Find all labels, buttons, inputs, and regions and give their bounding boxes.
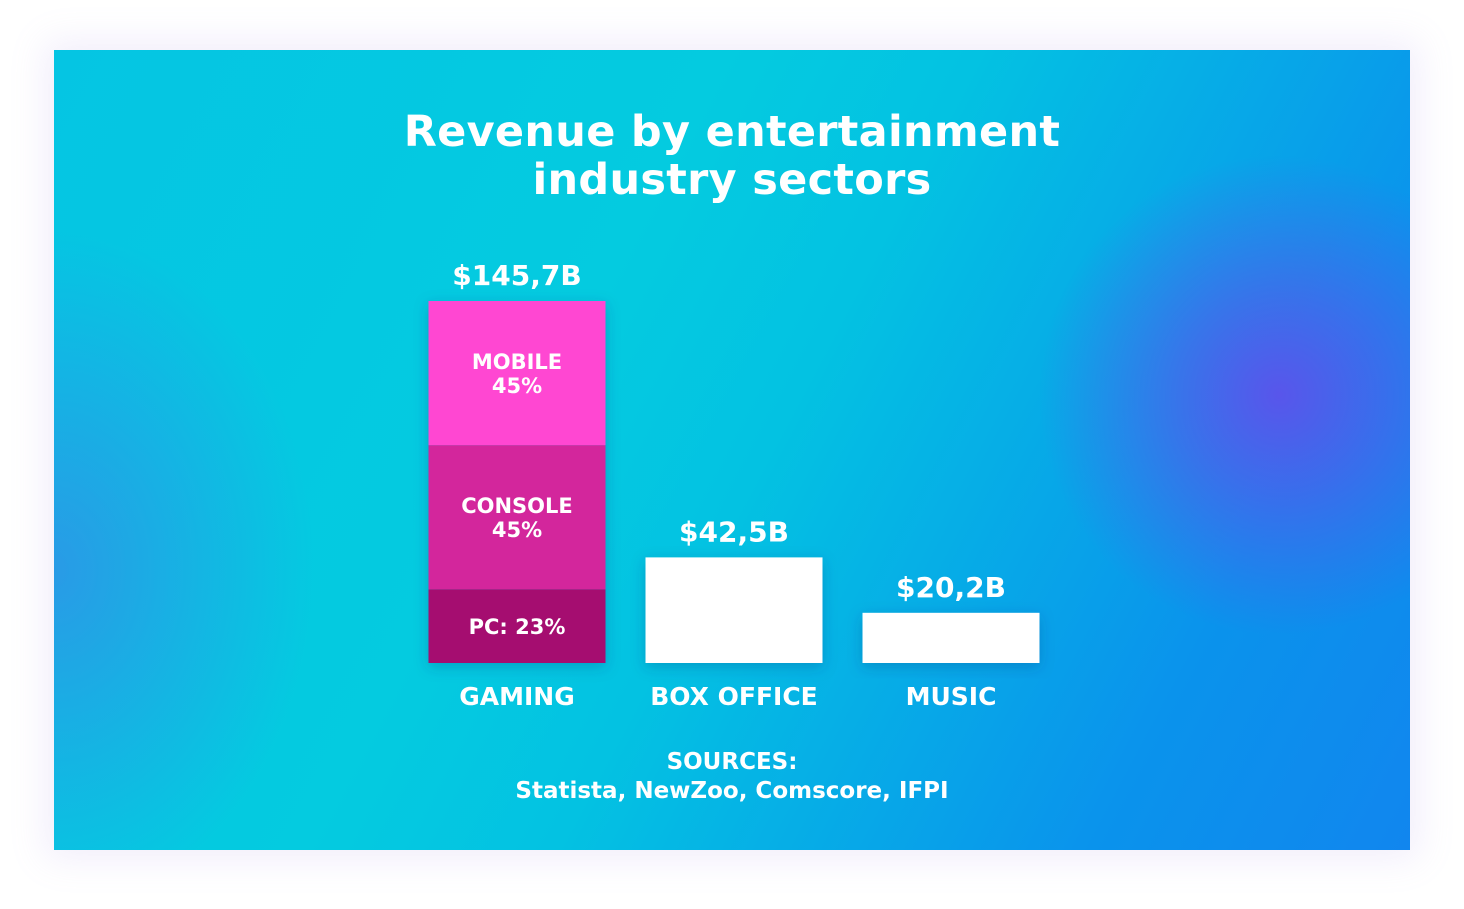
sources-text: Statista, NewZoo, Comscore, IFPI	[515, 778, 949, 804]
chart-title-line-2: industry sectors	[532, 155, 932, 205]
value-label-gaming: $145,7B	[452, 259, 581, 292]
segment-label-gaming-1-pct: 45%	[492, 518, 542, 542]
sources: SOURCES: Statista, NewZoo, Comscore, IFP…	[54, 748, 1410, 806]
bar-music	[862, 612, 1040, 663]
sources-label: SOURCES:	[666, 749, 798, 775]
value-label-music: $20,2B	[896, 571, 1006, 604]
chart-title: Revenue by entertainment industry sector…	[54, 108, 1410, 204]
value-label-box-office: $42,5B	[679, 515, 789, 548]
chart-card: Revenue by entertainment industry sector…	[54, 50, 1410, 850]
bars-layer: PC: 23%CONSOLE45%MOBILE45%$145,7BGAMING$…	[428, 259, 1040, 711]
chart-title-line-1: Revenue by entertainment	[403, 107, 1061, 157]
bar-gaming	[428, 301, 606, 663]
bar-box-office	[645, 557, 823, 663]
segment-label-gaming-1-name: CONSOLE	[461, 494, 573, 518]
bar-segment-gaming-1	[428, 445, 606, 590]
segment-label-gaming-2-pct: 45%	[492, 374, 542, 398]
category-label-box-office: BOX OFFICE	[650, 682, 818, 711]
category-label-gaming: GAMING	[459, 682, 575, 711]
bar-segment-gaming-2	[428, 301, 606, 446]
segment-label-gaming-0: PC: 23%	[469, 615, 566, 639]
segment-label-gaming-2-name: MOBILE	[472, 350, 562, 374]
bar-chart: PC: 23%CONSOLE45%MOBILE45%$145,7BGAMING$…	[428, 259, 1040, 711]
category-label-music: MUSIC	[906, 682, 997, 711]
bar-segment-gaming-0	[428, 589, 606, 663]
